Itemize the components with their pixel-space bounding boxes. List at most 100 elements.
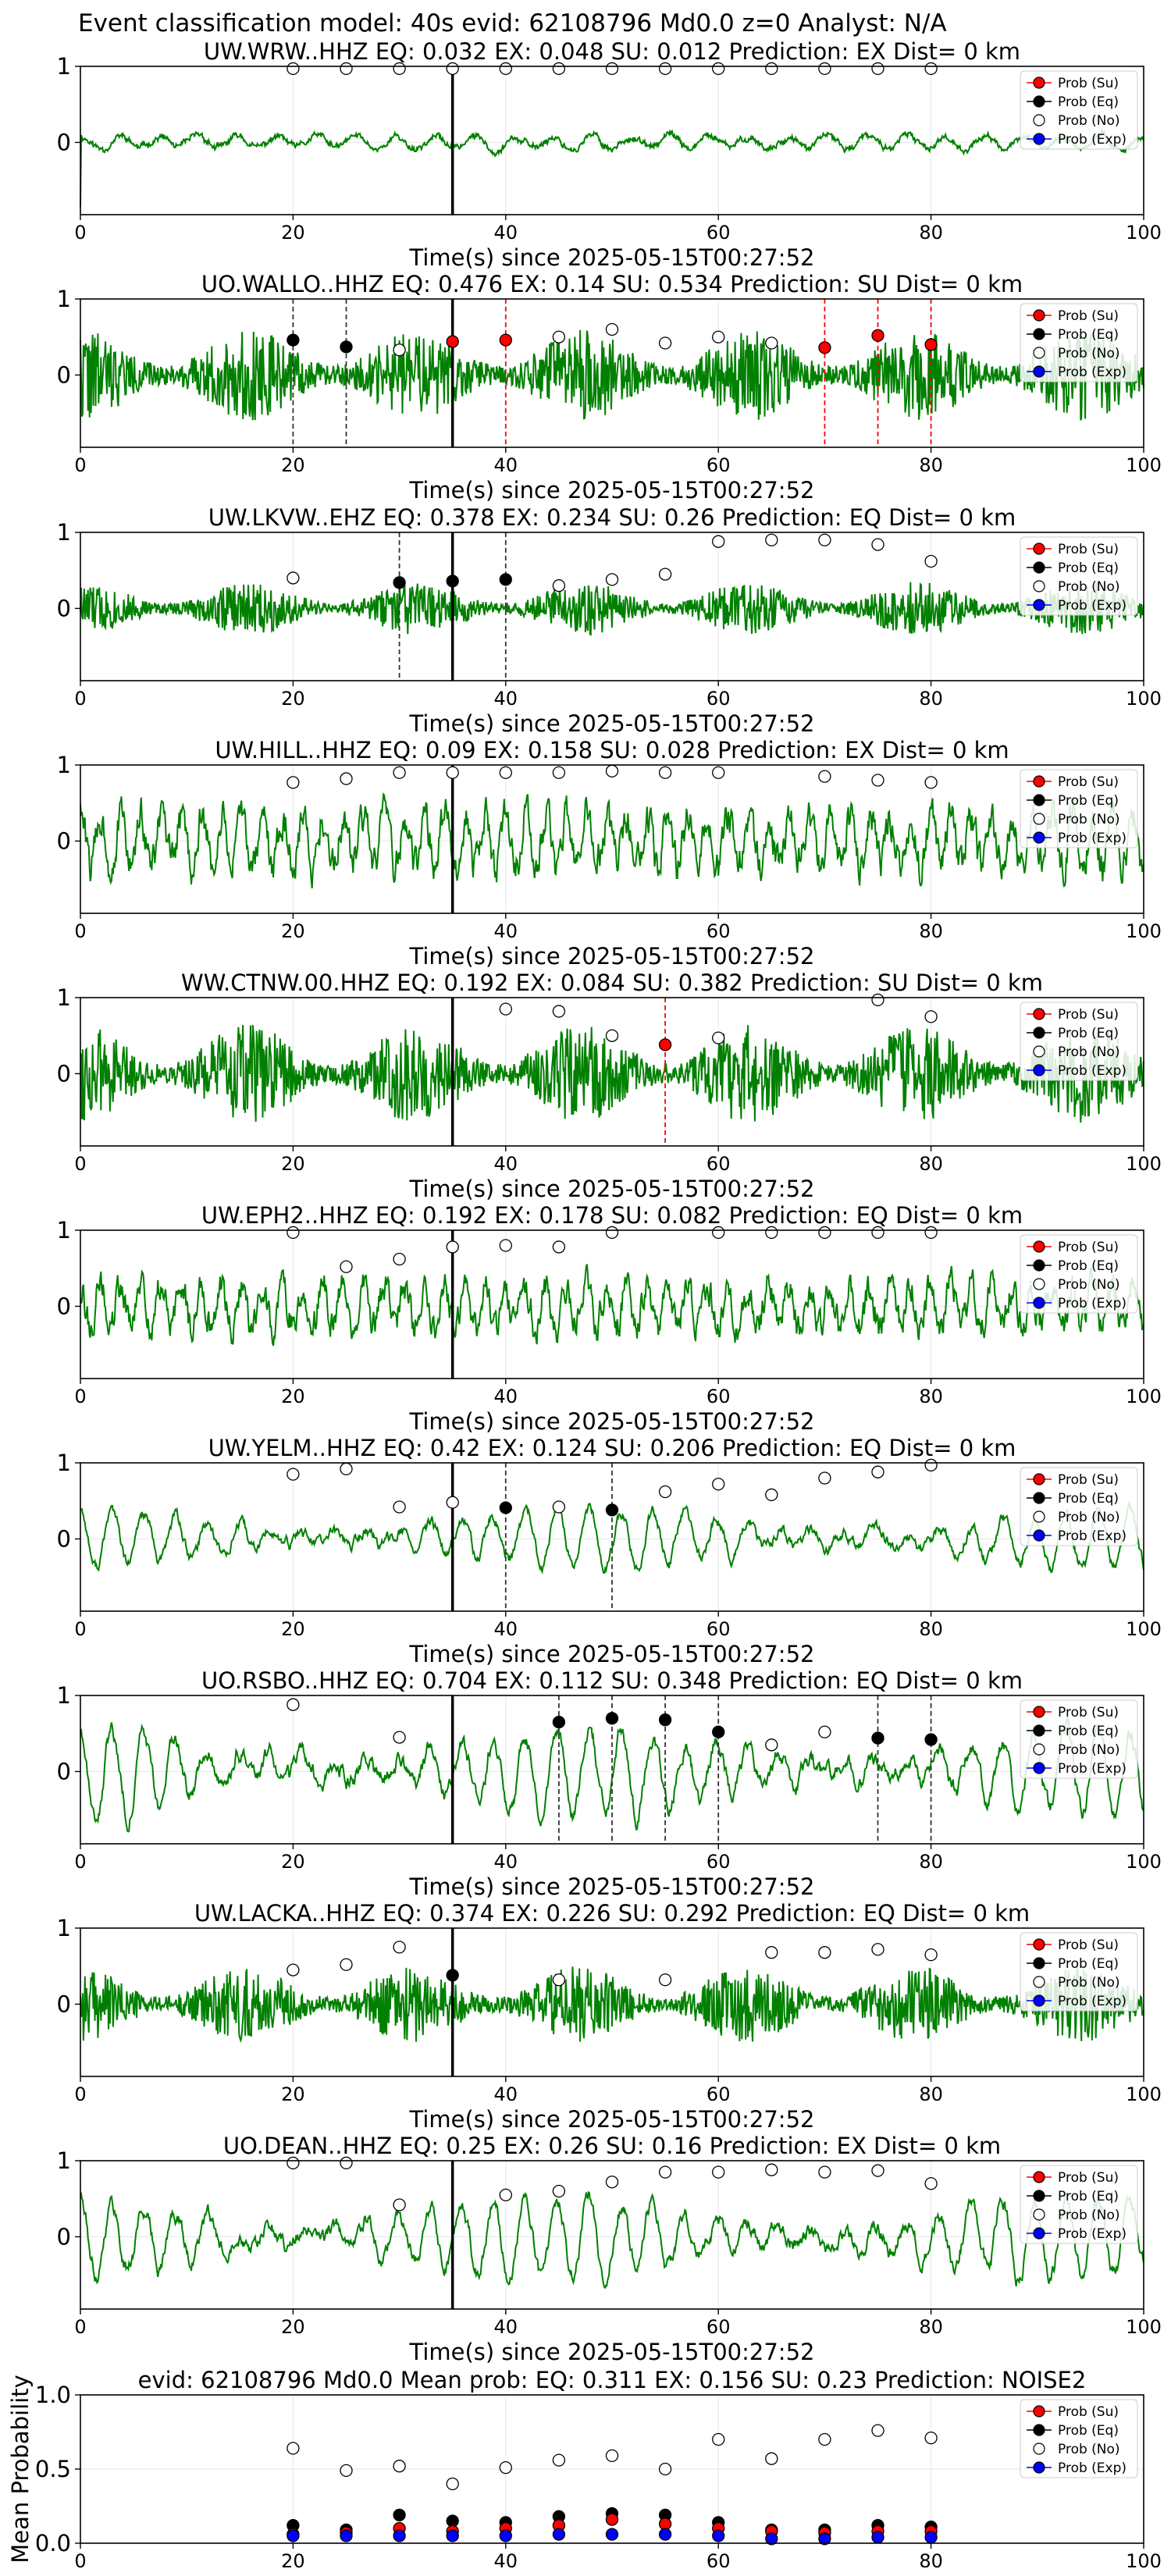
legend: Prob (Su) Prob (Eq) Prob (No) Prob (Exp) [1020, 1699, 1138, 1779]
legend-marker-su [1033, 1240, 1045, 1253]
y-tick-label: 1 [57, 519, 71, 546]
prob-marker-eq [499, 1501, 512, 1514]
legend-label: Prob (Eq) [1058, 1956, 1119, 1972]
prob-marker-no [765, 1738, 778, 1752]
prob-marker-no [393, 1252, 406, 1266]
x-tick-label: 100 [1126, 2550, 1162, 2572]
prob-marker-no [340, 772, 353, 785]
x-tick-label: 0 [74, 1851, 86, 1873]
prob-marker-no [871, 774, 884, 787]
legend: Prob (Su) Prob (Eq) Prob (No) Prob (Exp) [1020, 1467, 1138, 1546]
legend-label: Prob (No) [1058, 812, 1120, 827]
legend-box [1020, 1467, 1138, 1546]
waveform-trace [80, 582, 1144, 636]
x-tick-label: 60 [707, 1386, 731, 1407]
prob-marker-no [499, 62, 512, 76]
prob-marker-no [658, 62, 672, 76]
waveform-trace [80, 1500, 1144, 1574]
legend-marker-su [1033, 1706, 1045, 1718]
legend-label: Prob (No) [1058, 2208, 1120, 2223]
prob-marker-no [712, 330, 725, 343]
y-tick-label: 0 [57, 1060, 71, 1087]
prob-marker-no [552, 579, 566, 592]
prob-marker-su [446, 335, 459, 348]
legend-label: Prob (Exp) [1058, 1063, 1127, 1079]
prob-marker-no [552, 766, 566, 779]
legend-marker-no [1033, 1976, 1045, 1988]
legend-marker-exp [1033, 599, 1045, 611]
legend-marker-su [1033, 309, 1045, 322]
axes-frame [80, 997, 1144, 1147]
prob-marker-no [712, 766, 725, 779]
prob-marker-no [552, 1973, 566, 1987]
prob-marker-no [712, 2165, 725, 2179]
legend-label: Prob (Su) [1058, 774, 1119, 790]
axes-frame [80, 2160, 1144, 2310]
x-tick-label: 0 [74, 454, 86, 476]
prob-marker-no [924, 1948, 938, 1962]
prob-marker-no [658, 1973, 672, 1987]
prob-marker-no [393, 343, 406, 357]
panel-10: UO.DEAN..HHZ EQ: 0.25 EX: 0.26 SU: 0.16 … [57, 2133, 1162, 2365]
prob-marker-eq [393, 576, 406, 589]
y-tick-label: 1 [57, 1682, 71, 1709]
legend-marker-su [1033, 2171, 1045, 2183]
legend-label: Prob (Exp) [1058, 2460, 1127, 2476]
prob-marker-no [871, 1943, 884, 1956]
legend-marker-su [1033, 1008, 1045, 1020]
legend-label: Prob (Su) [1058, 1240, 1119, 1255]
prob-marker-su [658, 1038, 672, 1051]
legend-marker-no [1033, 813, 1045, 825]
legend-label: Prob (Exp) [1058, 365, 1127, 380]
prob-marker-no [818, 1226, 831, 1240]
prob-marker-no [393, 1731, 406, 1744]
legend: Prob (Su) Prob (Eq) Prob (No) Prob (Exp) [1020, 1234, 1138, 1314]
prob-marker-no [765, 2452, 778, 2465]
legend-marker-no [1033, 1045, 1045, 1058]
legend-label: Prob (No) [1058, 1742, 1120, 1758]
panel-title: UW.EPH2..HHZ EQ: 0.192 EX: 0.178 SU: 0.0… [201, 1202, 1023, 1229]
legend-label: Prob (Eq) [1058, 793, 1119, 809]
prob-marker-no [924, 1458, 938, 1472]
prob-marker-no [605, 1226, 619, 1240]
prob-marker-no [393, 766, 406, 779]
prob-marker-no [658, 336, 672, 350]
prob-marker-no [552, 2184, 566, 2198]
prob-marker-eq [605, 1503, 619, 1517]
prob-marker-no [446, 62, 459, 76]
prob-marker-no [818, 1471, 831, 1485]
legend-box [1020, 1699, 1138, 1779]
legend-label: Prob (Su) [1058, 1472, 1119, 1488]
x-tick-label: 0 [74, 688, 86, 710]
x-tick-label: 40 [494, 454, 518, 476]
prob-marker-no [287, 1226, 300, 1240]
legend-marker-eq [1033, 2190, 1045, 2202]
prob-marker-no [605, 2176, 619, 2189]
x-tick-label: 20 [281, 2550, 305, 2572]
legend: Prob (Su) Prob (Eq) Prob (No) Prob (Exp) [1020, 769, 1138, 849]
prob-marker-exp [818, 2532, 831, 2546]
prob-marker-no [871, 1226, 884, 1240]
x-tick-label: 40 [494, 920, 518, 942]
y-tick-label: 1 [57, 1450, 71, 1476]
prob-marker-no [818, 62, 831, 76]
x-tick-label: 40 [494, 2316, 518, 2338]
legend: Prob (Su) Prob (Eq) Prob (No) Prob (Exp) [1020, 2399, 1138, 2478]
legend-marker-eq [1033, 2424, 1045, 2436]
prob-marker-no [658, 568, 672, 581]
prob-marker-exp [287, 2529, 300, 2542]
legend-marker-eq [1033, 328, 1045, 340]
x-tick-label: 20 [281, 454, 305, 476]
x-axis-label: Time(s) since 2025-05-15T00:27:52 [409, 1176, 815, 1202]
x-tick-label: 0 [74, 2316, 86, 2338]
prob-marker-no [712, 535, 725, 548]
prob-marker-no [552, 2453, 566, 2467]
legend-label: Prob (No) [1058, 113, 1120, 129]
legend-label: Prob (Eq) [1058, 1724, 1119, 1739]
prob-marker-no [499, 766, 512, 779]
legend-label: Prob (No) [1058, 1044, 1120, 1060]
panel-4: UW.HILL..HHZ EQ: 0.09 EX: 0.158 SU: 0.02… [57, 737, 1162, 970]
prob-marker-exp [499, 2529, 512, 2542]
panel-5: WW.CTNW.00.HHZ EQ: 0.192 EX: 0.084 SU: 0… [57, 970, 1162, 1202]
y-tick-label: 1 [57, 984, 71, 1011]
